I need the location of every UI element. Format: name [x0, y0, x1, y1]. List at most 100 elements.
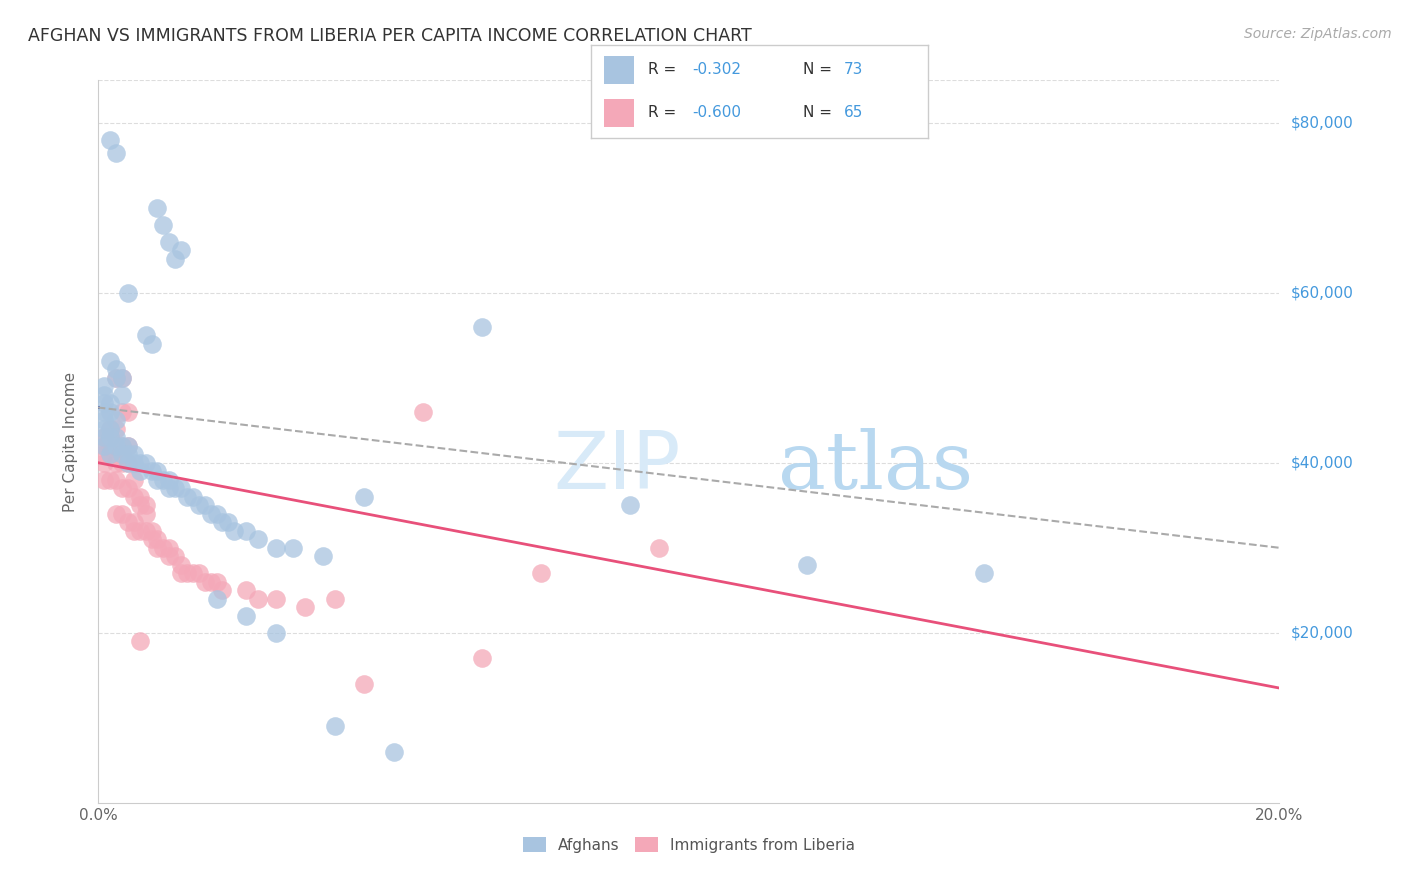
Point — [93, 439, 115, 453]
Point — [170, 566, 193, 581]
Point — [246, 533, 269, 547]
Point — [194, 498, 217, 512]
Point — [648, 541, 671, 555]
Point — [141, 533, 163, 547]
Point — [294, 600, 316, 615]
Point — [152, 218, 174, 232]
Point — [98, 353, 121, 368]
Point — [93, 447, 115, 461]
Point — [170, 244, 193, 258]
Point — [98, 447, 121, 461]
Point — [105, 422, 128, 436]
Point — [471, 319, 494, 334]
Point — [111, 439, 134, 453]
Point — [146, 473, 169, 487]
Text: $40,000: $40,000 — [1291, 455, 1354, 470]
Point — [146, 541, 169, 555]
Text: $80,000: $80,000 — [1291, 115, 1354, 130]
Point — [117, 285, 139, 300]
Point — [264, 625, 287, 640]
Point — [176, 566, 198, 581]
Point — [170, 481, 193, 495]
Point — [194, 574, 217, 589]
Point — [264, 591, 287, 606]
Point — [105, 413, 128, 427]
Point — [471, 651, 494, 665]
Point — [111, 388, 134, 402]
Text: N =: N = — [803, 62, 837, 78]
Point — [111, 371, 134, 385]
Point — [117, 439, 139, 453]
Point — [323, 591, 346, 606]
Point — [176, 490, 198, 504]
Point — [135, 456, 157, 470]
Text: atlas: atlas — [778, 428, 973, 506]
Point — [93, 456, 115, 470]
Text: $20,000: $20,000 — [1291, 625, 1354, 640]
Point — [165, 252, 187, 266]
Point — [111, 456, 134, 470]
Point — [93, 422, 115, 436]
Point — [200, 507, 222, 521]
Point — [181, 566, 204, 581]
Point — [141, 464, 163, 478]
Point — [93, 430, 115, 444]
Point — [98, 422, 121, 436]
Text: AFGHAN VS IMMIGRANTS FROM LIBERIA PER CAPITA INCOME CORRELATION CHART: AFGHAN VS IMMIGRANTS FROM LIBERIA PER CA… — [28, 27, 752, 45]
Point — [211, 516, 233, 530]
Text: Source: ZipAtlas.com: Source: ZipAtlas.com — [1244, 27, 1392, 41]
Legend: Afghans, Immigrants from Liberia: Afghans, Immigrants from Liberia — [515, 829, 863, 860]
Point — [111, 507, 134, 521]
Point — [98, 430, 121, 444]
Point — [235, 524, 257, 538]
Point — [117, 439, 139, 453]
Point — [211, 583, 233, 598]
Point — [93, 473, 115, 487]
Point — [283, 541, 305, 555]
Point — [135, 524, 157, 538]
Point — [205, 591, 228, 606]
Point — [205, 507, 228, 521]
Point — [128, 456, 150, 470]
Point — [111, 481, 134, 495]
Point — [135, 498, 157, 512]
Text: ZIP: ZIP — [553, 428, 681, 506]
Point — [619, 498, 641, 512]
Point — [157, 549, 180, 564]
Text: N =: N = — [803, 105, 837, 120]
Point — [128, 524, 150, 538]
Point — [796, 558, 818, 572]
Point — [98, 133, 121, 147]
Point — [122, 473, 145, 487]
Point — [187, 498, 209, 512]
Point — [235, 583, 257, 598]
Point — [105, 430, 128, 444]
Text: -0.302: -0.302 — [692, 62, 741, 78]
Point — [93, 430, 115, 444]
Point — [105, 439, 128, 453]
Point — [353, 677, 375, 691]
Point — [141, 336, 163, 351]
Point — [117, 456, 139, 470]
Point — [117, 456, 139, 470]
Point — [117, 481, 139, 495]
Point — [93, 388, 115, 402]
Point — [111, 405, 134, 419]
Text: 65: 65 — [844, 105, 863, 120]
Point — [128, 490, 150, 504]
Point — [187, 566, 209, 581]
Point — [128, 464, 150, 478]
Point — [111, 439, 134, 453]
Bar — [605, 99, 634, 127]
Text: 73: 73 — [844, 62, 863, 78]
Text: R =: R = — [648, 105, 681, 120]
Text: R =: R = — [648, 62, 681, 78]
Point — [235, 608, 257, 623]
Point — [117, 447, 139, 461]
Point — [122, 524, 145, 538]
Point — [98, 447, 121, 461]
Point — [117, 405, 139, 419]
Point — [157, 235, 180, 249]
Point — [93, 413, 115, 427]
Point — [122, 490, 145, 504]
